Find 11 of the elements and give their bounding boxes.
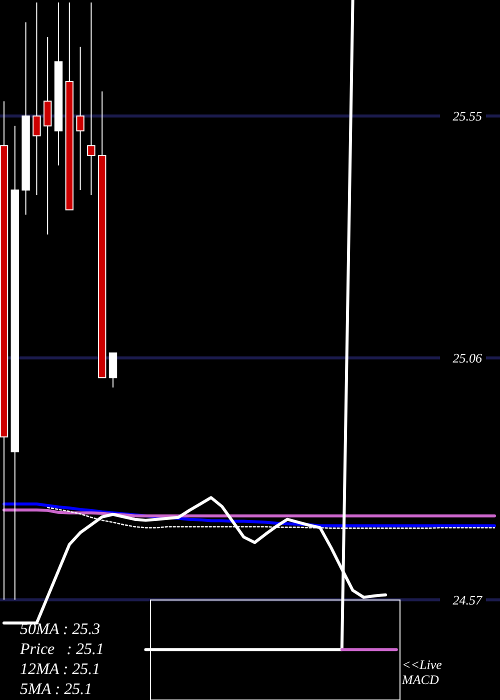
y-tick-label: 25.55 <box>452 108 482 124</box>
y-tick-label: 24.57 <box>452 592 482 608</box>
candlestick <box>32 2 41 196</box>
y-tick-label: 25.06 <box>452 350 482 366</box>
candlestick <box>87 2 96 196</box>
annotation: MACD <box>401 672 440 687</box>
annotation: 12MA : 25.1 <box>20 661 100 678</box>
annotation: <<Live <box>402 657 442 672</box>
annotation: 5MA : 25.1 <box>20 681 92 698</box>
candlestick <box>76 46 84 191</box>
annotation: Price : 25.1 <box>19 641 104 658</box>
